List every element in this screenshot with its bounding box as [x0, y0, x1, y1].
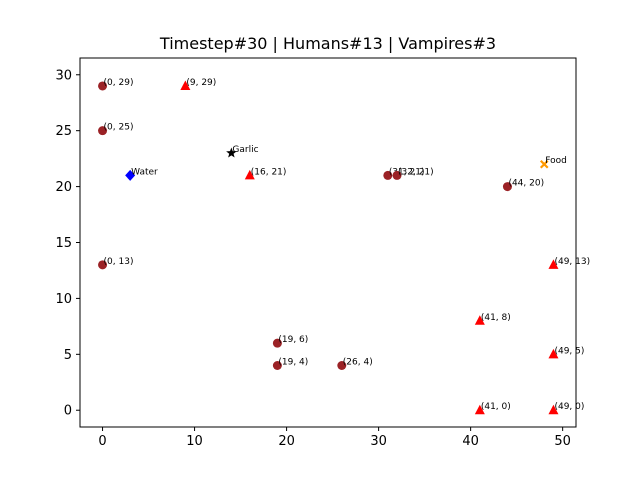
- food-point: [539, 159, 549, 169]
- human-point: [383, 170, 393, 180]
- point-label: (9, 29): [186, 78, 216, 88]
- human-point: [98, 260, 108, 270]
- vampire-point: [548, 259, 559, 269]
- point-label: (19, 6): [278, 335, 308, 345]
- point-label: Food: [545, 156, 567, 166]
- vampire-point: [548, 348, 559, 359]
- water-point: [125, 169, 136, 181]
- human-point: [337, 361, 347, 370]
- y-tick-label: 0: [64, 404, 72, 419]
- x-tick-label: 40: [462, 434, 479, 449]
- vampire-point: [474, 404, 485, 415]
- chart-marks: (0, 29) (0, 25) (0, 13) (31, 21)(32, 21) (44…: [98, 78, 590, 415]
- point-label: (0, 13): [104, 257, 134, 267]
- chart-title: Timestep#30 | Humans#13 | Vampires#3: [159, 34, 496, 53]
- human-point: [392, 170, 402, 180]
- point-label: (32, 21): [398, 167, 434, 177]
- point-label: (41, 0): [481, 402, 511, 412]
- point-label: (44, 20): [508, 179, 544, 189]
- human-point: [98, 81, 108, 91]
- vampire-point: [180, 80, 191, 90]
- point-label: Water: [131, 167, 158, 177]
- vampire-point: [548, 404, 559, 415]
- vampire-point: [244, 169, 255, 180]
- human-point: [272, 338, 282, 348]
- point-label: (41, 8): [481, 313, 511, 323]
- point-label: (0, 25): [104, 123, 134, 133]
- axes: 0 10 20 30 40 50 0 5 10 15 20 25 30: [55, 68, 570, 449]
- point-label: (49, 5): [554, 346, 584, 356]
- human-point: [98, 126, 108, 136]
- point-label: (31, 21): [389, 167, 425, 177]
- point-label: (16, 21): [251, 167, 287, 177]
- point-label: (49, 0): [554, 402, 584, 412]
- point-label: Garlic: [232, 145, 258, 155]
- point-label: (0, 29): [104, 78, 134, 88]
- point-label: (19, 4): [278, 358, 308, 368]
- y-tick-label: 20: [55, 180, 72, 195]
- x-tick-label: 30: [370, 434, 387, 449]
- plot-frame: [79, 57, 577, 428]
- point-label: (49, 13): [554, 257, 590, 267]
- y-tick-label: 10: [55, 292, 72, 307]
- vampire-point: [474, 315, 485, 325]
- x-tick-label: 10: [186, 434, 203, 449]
- human-point: [502, 182, 512, 192]
- human-point: [272, 361, 282, 370]
- garlic-point: [226, 147, 237, 158]
- y-tick-label: 5: [64, 348, 72, 363]
- x-tick-label: 0: [98, 434, 106, 449]
- point-label: (26, 4): [343, 358, 373, 368]
- y-tick-label: 30: [55, 68, 72, 83]
- y-tick-label: 25: [55, 124, 72, 139]
- x-tick-label: 50: [554, 434, 571, 449]
- x-tick-label: 20: [278, 434, 295, 449]
- y-tick-label: 15: [55, 236, 72, 251]
